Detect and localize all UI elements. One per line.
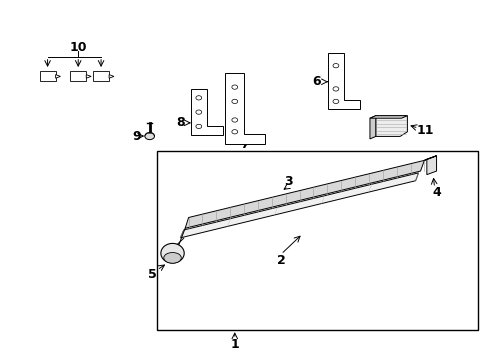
Ellipse shape [161, 243, 184, 263]
Polygon shape [224, 73, 264, 144]
Bar [157, 152, 477, 330]
Bar [93, 71, 109, 81]
Polygon shape [369, 116, 375, 139]
Polygon shape [424, 156, 436, 160]
Circle shape [144, 132, 154, 140]
Text: 7: 7 [240, 138, 248, 151]
Bar [40, 71, 56, 81]
Text: 1: 1 [230, 338, 239, 351]
Polygon shape [327, 53, 359, 109]
Text: 3: 3 [284, 175, 292, 188]
Polygon shape [109, 75, 114, 78]
Text: 4: 4 [431, 186, 440, 199]
Polygon shape [185, 160, 424, 228]
Polygon shape [180, 173, 418, 238]
Text: 11: 11 [416, 124, 433, 137]
Text: 9: 9 [132, 130, 141, 143]
Polygon shape [375, 116, 407, 136]
Text: 8: 8 [176, 116, 184, 129]
Polygon shape [86, 75, 91, 78]
Bar [70, 71, 86, 81]
Text: 2: 2 [276, 254, 285, 267]
Text: 5: 5 [147, 268, 156, 281]
Polygon shape [56, 75, 61, 78]
Polygon shape [191, 89, 222, 135]
Polygon shape [369, 116, 407, 118]
Text: 6: 6 [311, 75, 320, 88]
Polygon shape [426, 156, 436, 175]
Ellipse shape [163, 252, 181, 263]
Text: 10: 10 [69, 41, 87, 54]
